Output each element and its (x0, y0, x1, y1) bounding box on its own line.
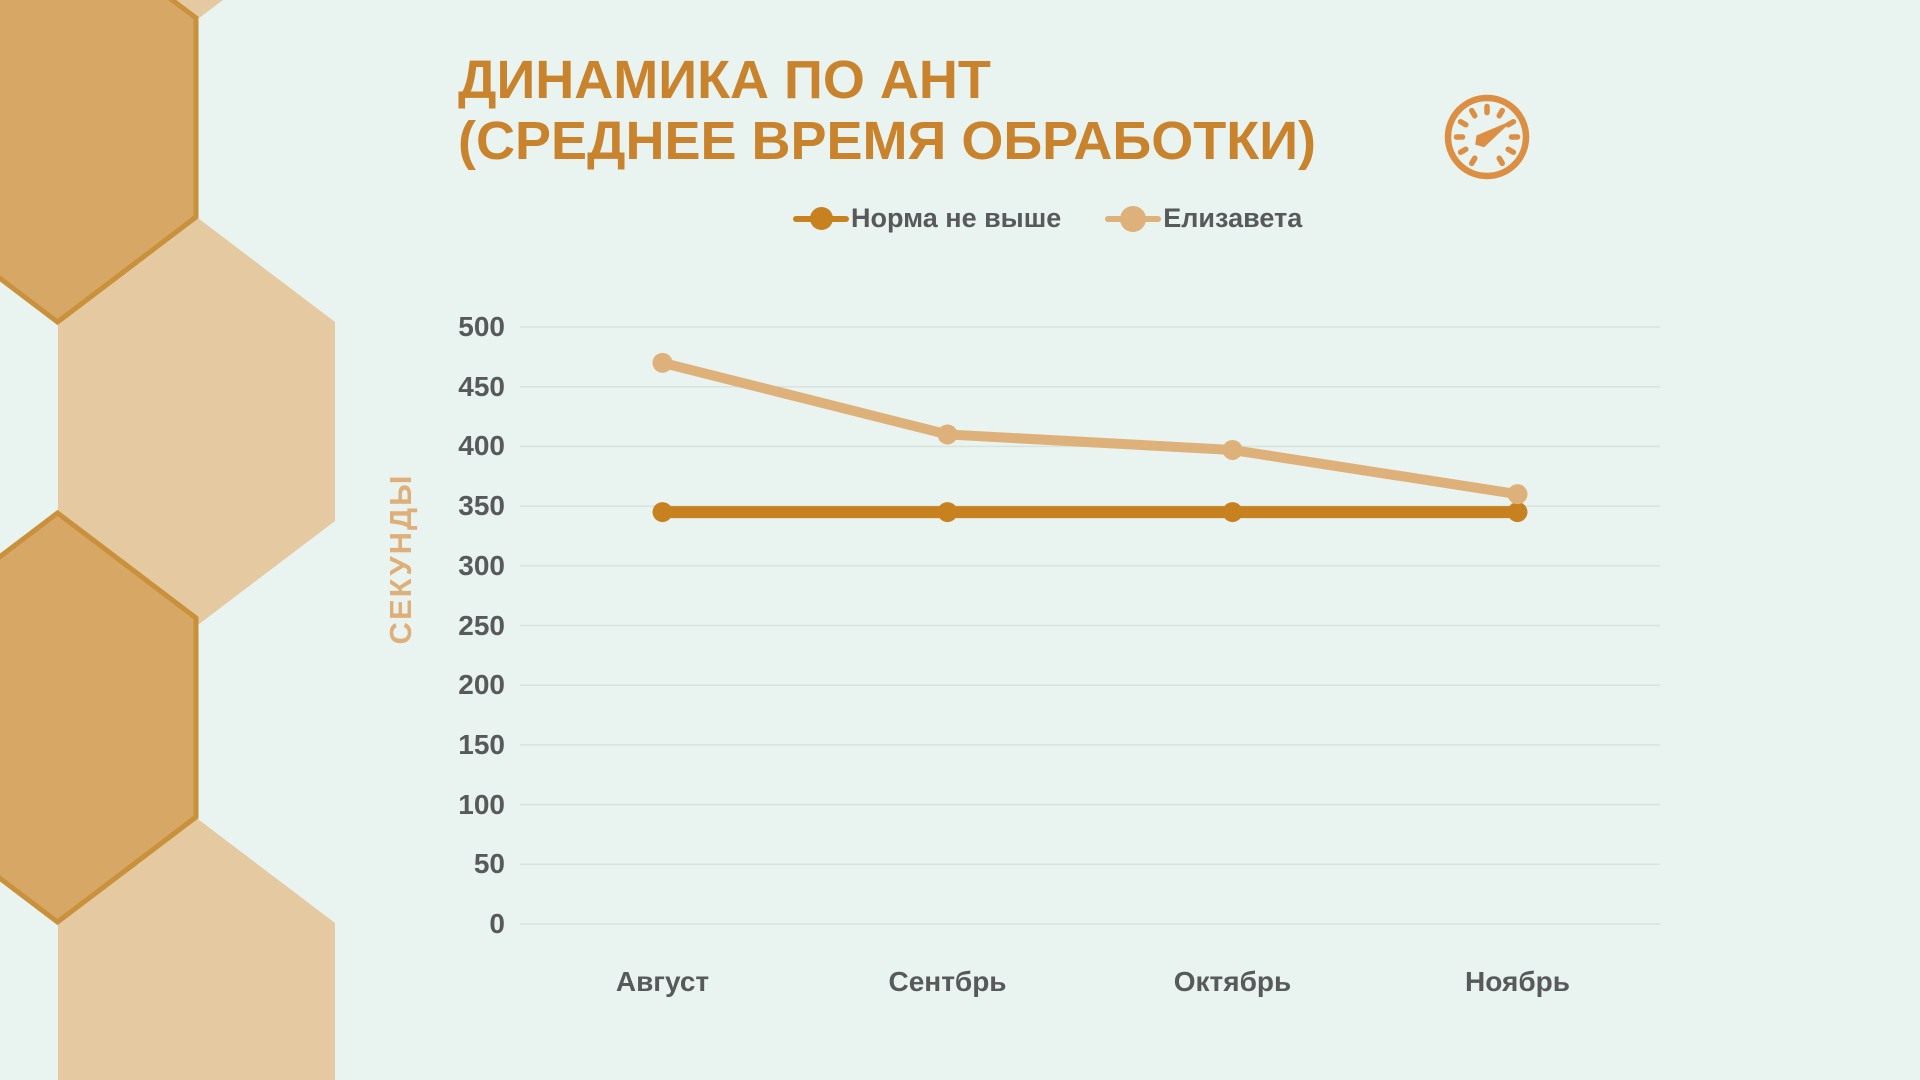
hexagon-dark-upper-icon (0, 0, 199, 326)
hexagon-light-upper-icon (58, 217, 335, 626)
data-point (652, 352, 673, 373)
data-point (652, 502, 673, 523)
chart-legend: Норма не выше Елизавета (793, 203, 1302, 234)
x-axis-label: Август (615, 966, 710, 997)
x-axis-label: Октябрь (1173, 966, 1292, 997)
hexagon-dark-lower-icon (0, 509, 199, 926)
speedometer-tick (1505, 146, 1517, 155)
y-tick-label: 300 (458, 549, 505, 581)
legend-marker-icon (1105, 205, 1162, 232)
legend-item: Норма не выше (793, 203, 1061, 234)
speedometer-ring (1444, 94, 1530, 180)
data-point (1507, 484, 1528, 505)
speedometer-icon (1444, 94, 1530, 180)
y-tick-label: 50 (473, 848, 505, 880)
legend-label: Норма не выше (851, 203, 1062, 233)
y-tick-label: 150 (458, 728, 505, 760)
y-tick-label: 350 (458, 490, 505, 522)
y-tick-label: 250 (458, 609, 505, 641)
plot-area (520, 326, 1660, 925)
y-tick-label: 100 (458, 788, 505, 820)
x-axis-label: Сентбрь (888, 966, 1007, 997)
legend-marker-icon (793, 206, 849, 232)
speedometer-tick (1457, 146, 1469, 155)
speedometer-tick (1457, 119, 1469, 128)
series-line-Елизавета (657, 357, 1523, 500)
speedometer-tick (1496, 155, 1505, 167)
speedometer-tick (1505, 119, 1517, 128)
hexagon-light-lower-icon (58, 818, 335, 1080)
data-point (1507, 502, 1528, 523)
data-point (937, 424, 958, 445)
hexagon-dark-group (0, 0, 199, 926)
speedometer-tick (1496, 107, 1505, 119)
speedometer-tick (1469, 107, 1478, 119)
speedometer-ticks (1453, 103, 1521, 167)
chart-title-line2: (СРЕДНЕЕ ВРЕМЯ ОБРАБОТКИ) (458, 111, 1316, 171)
legend-label: Елизавета (1163, 203, 1303, 233)
data-point (1222, 439, 1243, 460)
y-tick-label: 500 (458, 311, 505, 342)
hexagon-light-group (58, 0, 335, 1080)
legend-item: Елизавета (1105, 203, 1302, 234)
x-axis-label: Ноябрь (1465, 966, 1570, 997)
data-point (1222, 502, 1243, 523)
data-point (937, 502, 958, 523)
y-tick-label: 400 (458, 430, 505, 462)
hexagon-light-top-icon (170, 0, 223, 20)
chart-title-line1: ДИНАМИКА ПО АНТ (458, 50, 991, 110)
y-tick-label: 0 (489, 908, 505, 939)
y-tick-label: 450 (458, 370, 505, 402)
speedometer-tick (1469, 155, 1478, 167)
speedometer-needle (1475, 120, 1513, 148)
y-tick-label: 200 (458, 669, 505, 701)
honeycomb-pattern (0, 0, 335, 1080)
chart-title: ДИНАМИКА ПО АНТ (СРЕДНЕЕ ВРЕМЯ ОБРАБОТКИ… (458, 50, 1316, 172)
